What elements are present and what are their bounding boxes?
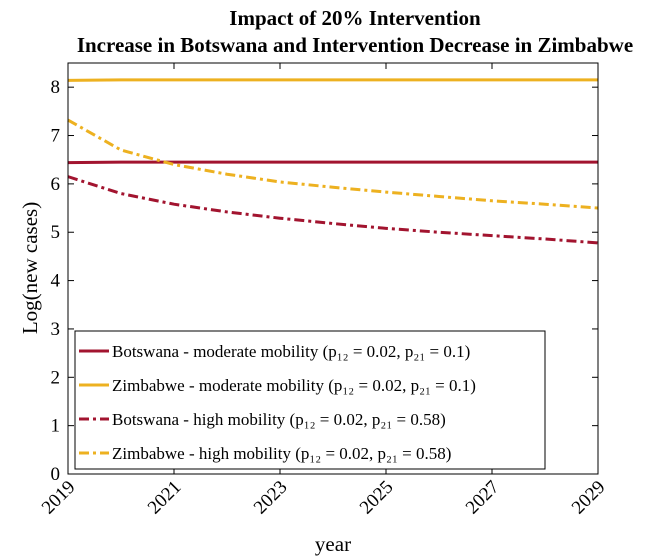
- y-axis-label: Log(new cases): [18, 202, 42, 334]
- axes-box: [67, 62, 599, 475]
- legend-label: Zimbabwe - moderate mobility (p₁₂ = 0.02…: [112, 376, 476, 395]
- x-tick-label: 2023: [250, 477, 292, 519]
- chart-title: Impact of 20% Intervention: [229, 6, 481, 30]
- x-tick-label: 2027: [462, 477, 504, 519]
- y-tick-label: 8: [51, 77, 61, 98]
- legend-label: Botswana - high mobility (p₁₂ = 0.02, p₂…: [112, 410, 446, 429]
- x-tick-label: 2019: [38, 477, 80, 519]
- legend-label: Zimbabwe - high mobility (p₁₂ = 0.02, p₂…: [112, 444, 451, 463]
- legend: Botswana - moderate mobility (p₁₂ = 0.02…: [74, 330, 546, 470]
- y-tick-label: 7: [51, 126, 61, 147]
- series-line: [67, 118, 599, 210]
- x-tick-label: 2029: [568, 477, 610, 519]
- legend-label: Botswana - moderate mobility (p₁₂ = 0.02…: [112, 342, 470, 361]
- y-tick-label: 6: [51, 174, 61, 195]
- y-tick-label: 5: [51, 222, 61, 243]
- legend-box: [74, 330, 546, 470]
- y-tick-label: 3: [51, 319, 61, 340]
- series-line: [67, 175, 599, 245]
- y-tick-label: 1: [51, 416, 61, 437]
- y-tick-label: 4: [51, 271, 61, 292]
- x-tick-label: 2025: [356, 477, 398, 519]
- y-tick-label: 2: [51, 367, 61, 388]
- x-axis-label: year: [315, 532, 351, 556]
- x-tick-label: 2021: [144, 477, 186, 519]
- chart-title: Increase in Botswana and Intervention De…: [77, 33, 633, 57]
- y-tick-label: 0: [51, 464, 61, 485]
